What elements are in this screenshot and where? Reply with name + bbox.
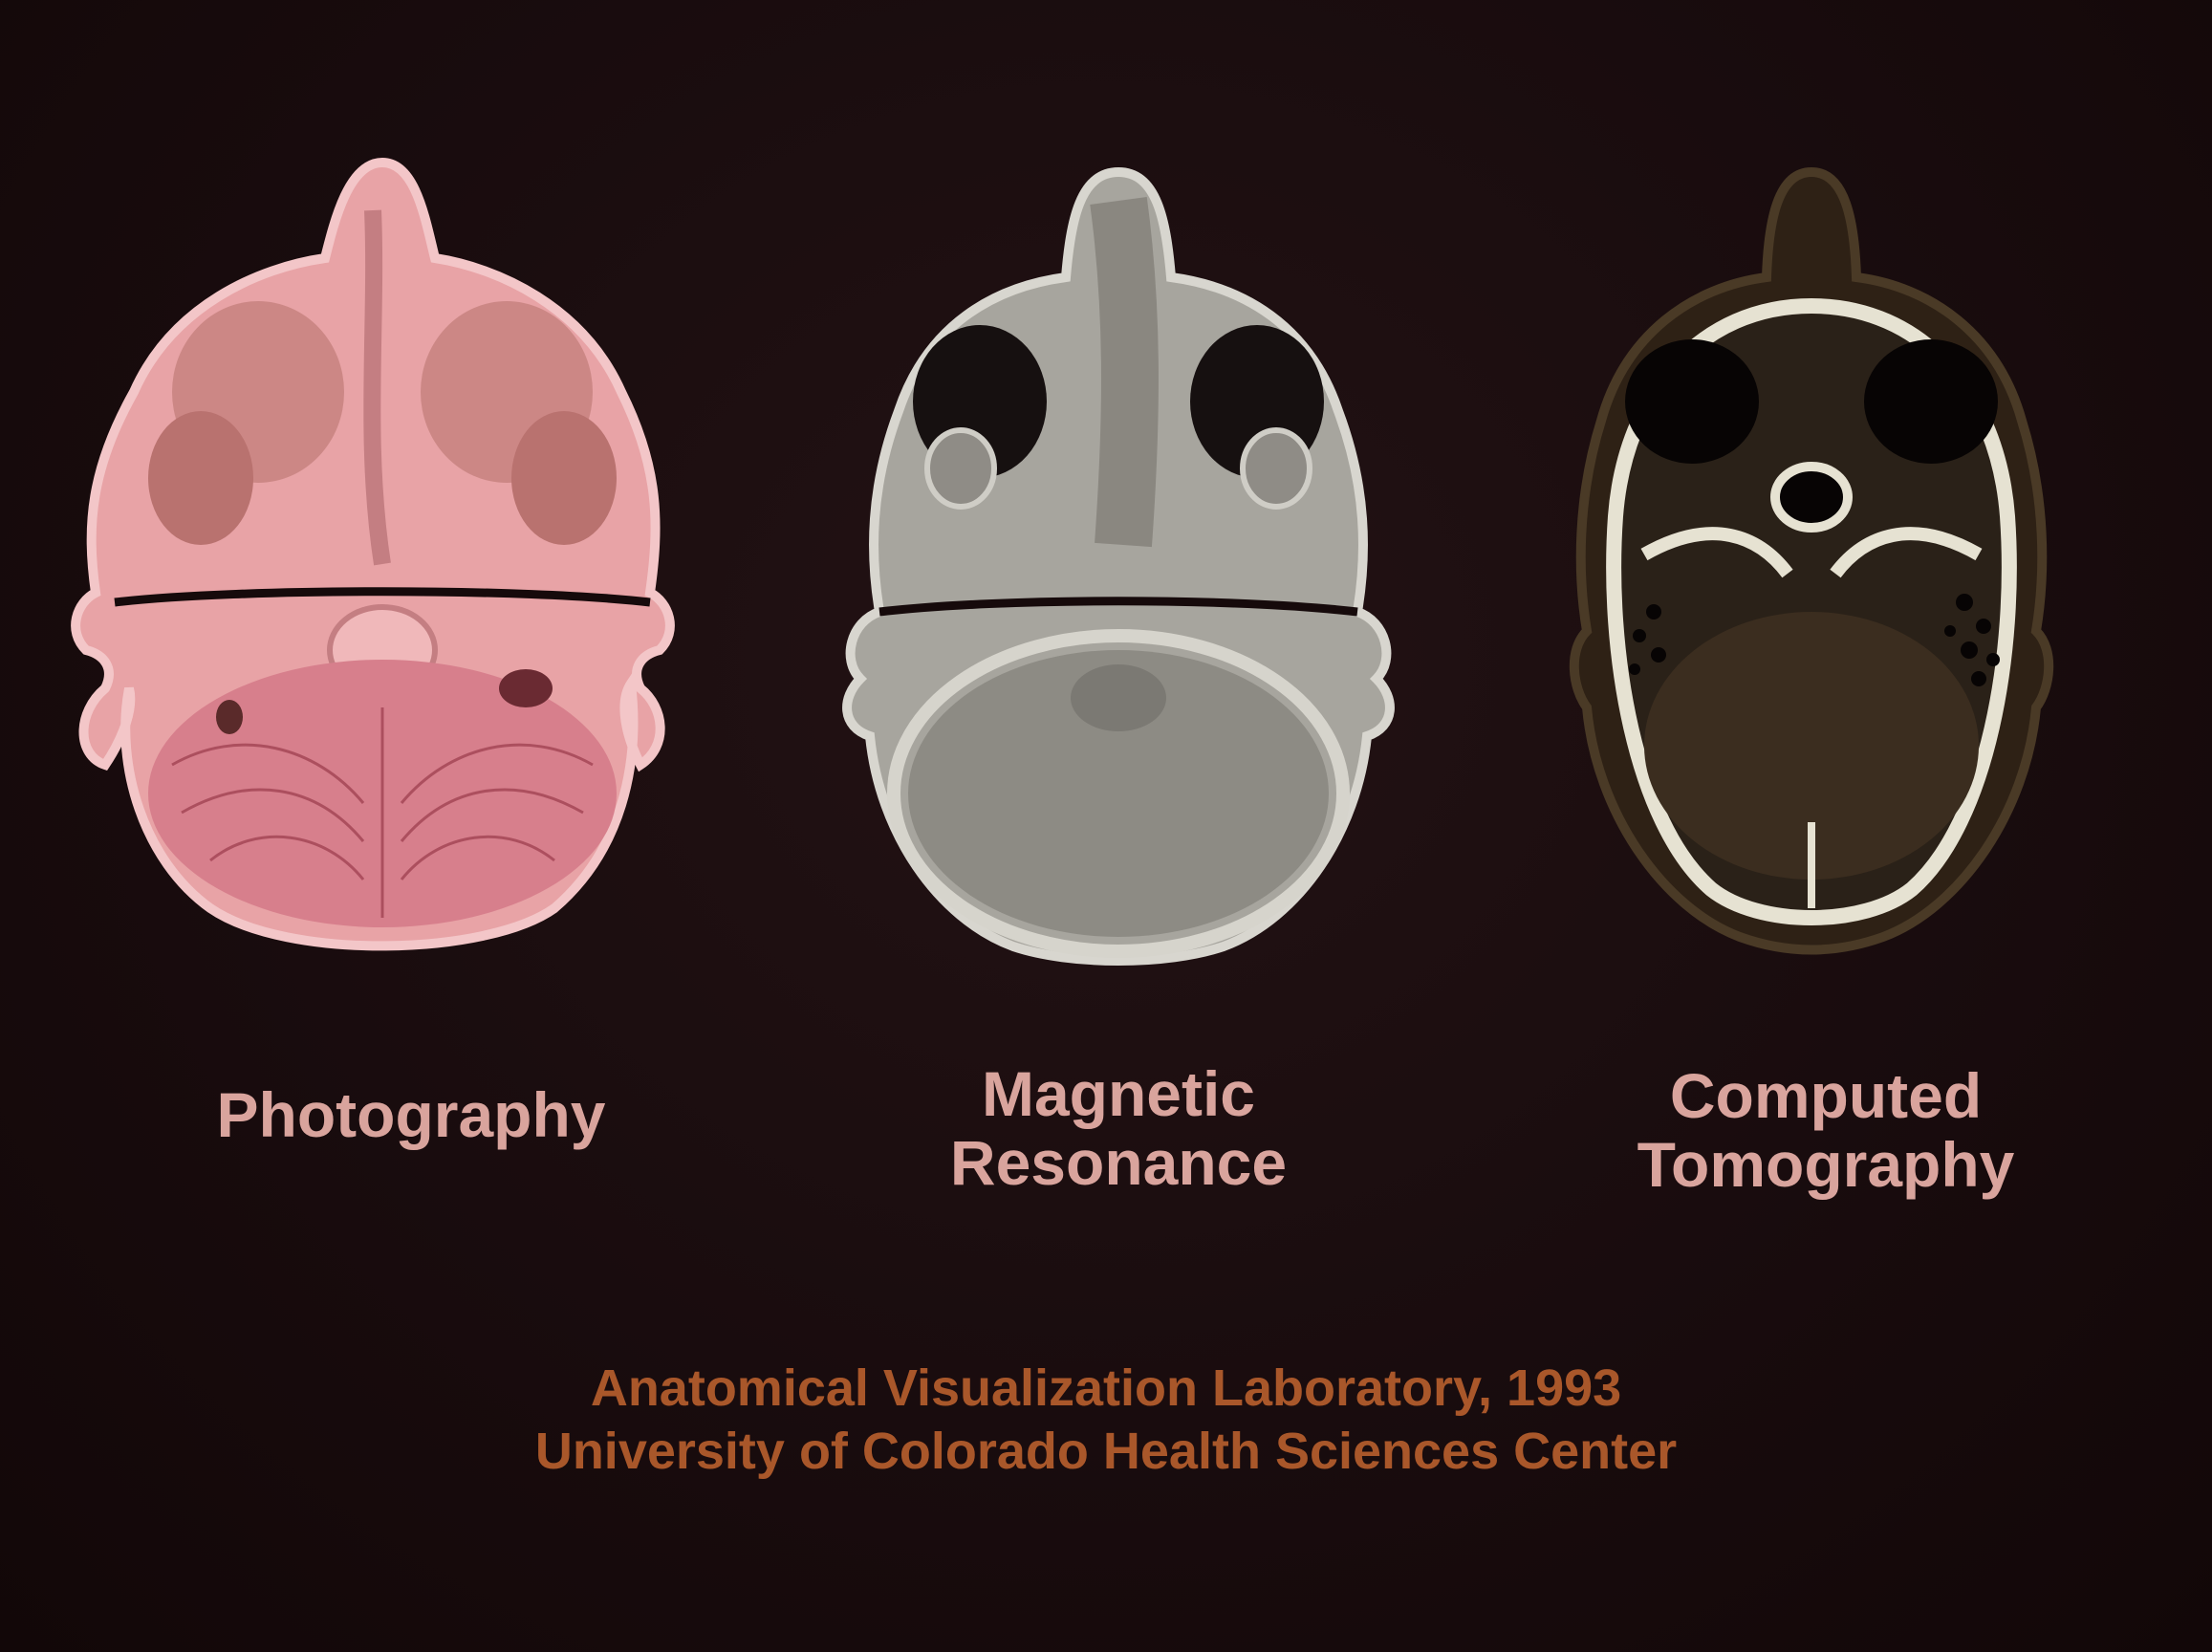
computed-tomography-label-line-1: Computed (1669, 1060, 1983, 1131)
photography-cross-section-image (48, 153, 717, 966)
magnetic-resonance-cross-section-image (793, 163, 1443, 975)
credit-laboratory: Anatomical Visualization Laboratory, 199… (590, 1359, 1622, 1417)
photography-label-line-1: Photography (216, 1079, 606, 1150)
credit-institution: University of Colorado Health Sciences C… (534, 1423, 1678, 1480)
computed-tomography-label-line-2: Tomography (1637, 1129, 2015, 1200)
magnetic-resonance-label-line-1: Magnetic (981, 1058, 1256, 1129)
magnetic-resonance-label-line-2: Resonance (949, 1127, 1288, 1198)
computed-tomography-label: Computed Tomography (1558, 1061, 2093, 1199)
photography-label: Photography (143, 1080, 679, 1149)
magnetic-resonance-label: Magnetic Resonance (860, 1059, 1377, 1197)
computed-tomography-cross-section-image (1501, 153, 2122, 966)
